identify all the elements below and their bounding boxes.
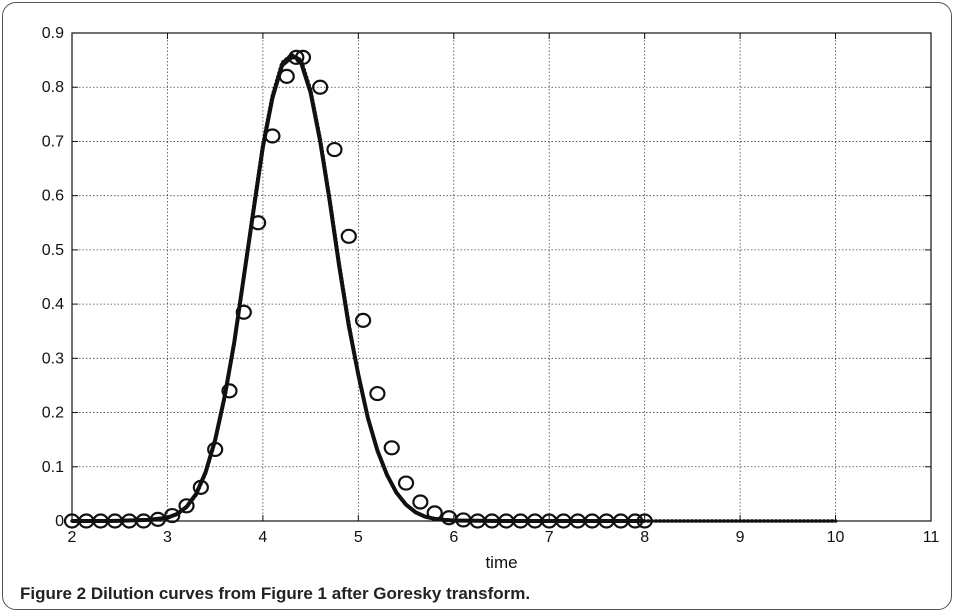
y-tick-label: 0.6 xyxy=(42,188,64,205)
circle-marker xyxy=(288,49,305,66)
circle-marker xyxy=(312,79,329,95)
circle-marker xyxy=(340,228,357,244)
plot-area xyxy=(72,33,931,521)
x-tick-label: 11 xyxy=(923,529,940,546)
x-tick-label: 5 xyxy=(354,529,363,546)
circle-marker xyxy=(164,507,181,524)
x-axis-label: time xyxy=(485,553,517,572)
x-tick-label: 9 xyxy=(736,529,745,546)
x-tick-label: 10 xyxy=(827,529,845,546)
y-tick-label: 0.1 xyxy=(42,459,64,476)
series-group xyxy=(63,49,838,529)
y-tick-label: 0.3 xyxy=(42,350,64,367)
circle-marker xyxy=(636,513,653,529)
circle-marker xyxy=(149,511,166,527)
circle-marker xyxy=(294,49,312,66)
x-tick-label: 6 xyxy=(449,529,458,546)
circle-marker xyxy=(426,505,443,521)
figure-caption-text: Dilution curves from Figure 1 after Gore… xyxy=(90,584,531,603)
dilution-chart: 2 3 4 5 6 7 8 9 10 11 0 0.1 0.2 0.3 0.4 0.5 0.6 0.7 0.8 0.9… xyxy=(42,25,940,572)
circle-marker xyxy=(235,304,252,320)
circle-marker xyxy=(627,513,644,529)
circle-marker xyxy=(221,383,238,399)
circle-marker xyxy=(397,475,415,491)
x-tick-label: 8 xyxy=(640,529,649,546)
x-tick-label: 3 xyxy=(163,529,172,546)
y-tick-label: 0.5 xyxy=(42,242,64,259)
circle-marker xyxy=(355,312,372,328)
circle-marker xyxy=(250,215,267,231)
circle-marker xyxy=(369,385,386,402)
y-tick-label: 0.2 xyxy=(42,405,64,422)
circle-marker xyxy=(326,141,343,158)
circle-marker xyxy=(278,68,295,84)
x-tick-label: 2 xyxy=(68,529,77,546)
y-tick-label: 0.7 xyxy=(42,133,64,150)
y-tick-label: 0 xyxy=(55,513,64,530)
circle-marker xyxy=(412,494,429,510)
x-tick-label: 7 xyxy=(545,529,554,546)
x-tick-label: 4 xyxy=(258,529,267,546)
y-tick-label: 0.9 xyxy=(42,25,64,42)
circle-marker xyxy=(207,441,224,458)
y-tick-label: 0.4 xyxy=(42,296,64,313)
circle-marker xyxy=(192,479,209,495)
figure-label: Figure 2 xyxy=(20,584,87,603)
circle-marker xyxy=(264,128,281,144)
y-tick-label: 0.8 xyxy=(42,79,64,96)
figure-caption: Figure 2 Dilution curves from Figure 1 a… xyxy=(20,584,530,604)
circle-marker xyxy=(178,498,195,514)
circle-marker xyxy=(383,440,400,456)
